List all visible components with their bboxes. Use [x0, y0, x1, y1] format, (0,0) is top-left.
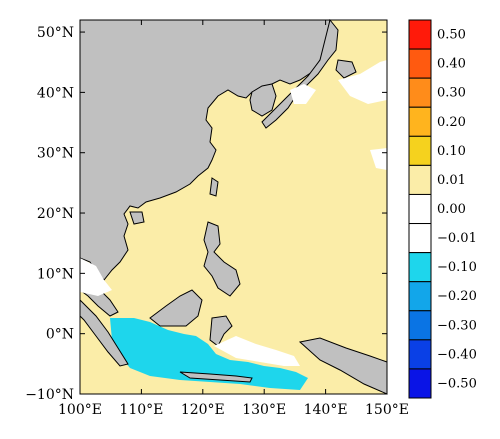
colorbar-label: 0.00: [437, 202, 466, 217]
hainan: [129, 211, 145, 225]
zero-anomaly-south-china: [80, 258, 112, 296]
colorbar-swatch: [408, 193, 432, 225]
lon-label: 130°E: [242, 402, 286, 418]
lon-label: 120°E: [181, 402, 225, 418]
colorbar-swatch: [408, 281, 432, 312]
colorbar-label: −0.40: [437, 347, 477, 362]
colorbar-swatch: [408, 164, 432, 195]
lat-label: 50°N: [37, 25, 74, 41]
zero-anomaly-kuril: [338, 60, 387, 104]
colorbar-label: 0.10: [437, 144, 466, 159]
colorbar-label: 0.30: [437, 86, 466, 101]
longitude-labels: 100°E 110°E 120°E 130°E 140°E 150°E: [58, 402, 409, 418]
zero-anomaly-indonesia: [214, 336, 300, 366]
colorbar-swatch: [408, 106, 432, 137]
colorbar-swatch: [408, 48, 432, 79]
colorbar-swatch: [408, 310, 432, 341]
lat-label: 40°N: [37, 85, 74, 101]
lon-label: 110°E: [119, 402, 163, 418]
korea-peninsula: [249, 83, 277, 117]
colorbar-swatch: [408, 368, 432, 399]
map-frame: [79, 19, 388, 395]
axis-ticks: [79, 20, 388, 395]
colorbar-swatch: [408, 339, 432, 370]
colorbar-swatch: [408, 252, 432, 283]
zero-anomaly-east: [370, 148, 387, 170]
colorbar-label: −0.01: [437, 231, 477, 246]
lat-label: 0°N: [46, 327, 74, 343]
philippines: [203, 221, 241, 297]
sulawesi: [209, 315, 233, 347]
lat-label: 10°N: [37, 266, 74, 282]
lesser-sunda: [179, 371, 253, 383]
lat-label: −10°N: [25, 387, 74, 403]
colorbar-label: −0.50: [437, 376, 477, 391]
hokkaido: [335, 59, 357, 79]
colorbar-label: 0.50: [437, 28, 466, 43]
colorbar: 0.50 0.40 0.30 0.20 0.10 0.01 0.00 −0.01 −0.10 −0…: [408, 19, 477, 399]
java-sumatra: [79, 298, 129, 367]
colorbar-swatch: [408, 77, 432, 108]
colorbar-label: 0.20: [437, 115, 466, 130]
map-panel: 50°N40°N30°N20°N10°N0°N−10°N 100°E 110°E 1…: [25, 18, 409, 418]
lat-label: 20°N: [37, 206, 74, 222]
lon-label: 140°E: [304, 402, 348, 418]
colorbar-labels: 0.50 0.40 0.30 0.20 0.10 0.01 0.00 −0.01 −0.10 −0…: [437, 28, 477, 392]
colorbar-label: 0.01: [437, 173, 466, 188]
colorbar-swatch: [408, 135, 432, 166]
lon-label: 100°E: [58, 402, 102, 418]
japan-islands: [261, 18, 339, 129]
colorbar-label: −0.10: [437, 260, 477, 275]
borneo: [149, 289, 203, 327]
zero-anomaly-japan-sea: [290, 84, 316, 104]
colorbar-boxes: [408, 19, 432, 399]
colorbar-label: 0.40: [437, 57, 466, 72]
lat-label: 30°N: [37, 146, 74, 162]
latitude-labels: 50°N 40°N 30°N 20°N 10°N 0°N −10°N: [25, 25, 74, 403]
colorbar-label: −0.30: [437, 318, 477, 333]
negative-anomaly-region: [110, 318, 308, 390]
taiwan: [209, 177, 219, 197]
colorbar-swatch: [408, 19, 432, 50]
colorbar-label: −0.20: [437, 289, 477, 304]
colorbar-swatch: [408, 223, 432, 254]
lon-label: 150°E: [365, 402, 409, 418]
